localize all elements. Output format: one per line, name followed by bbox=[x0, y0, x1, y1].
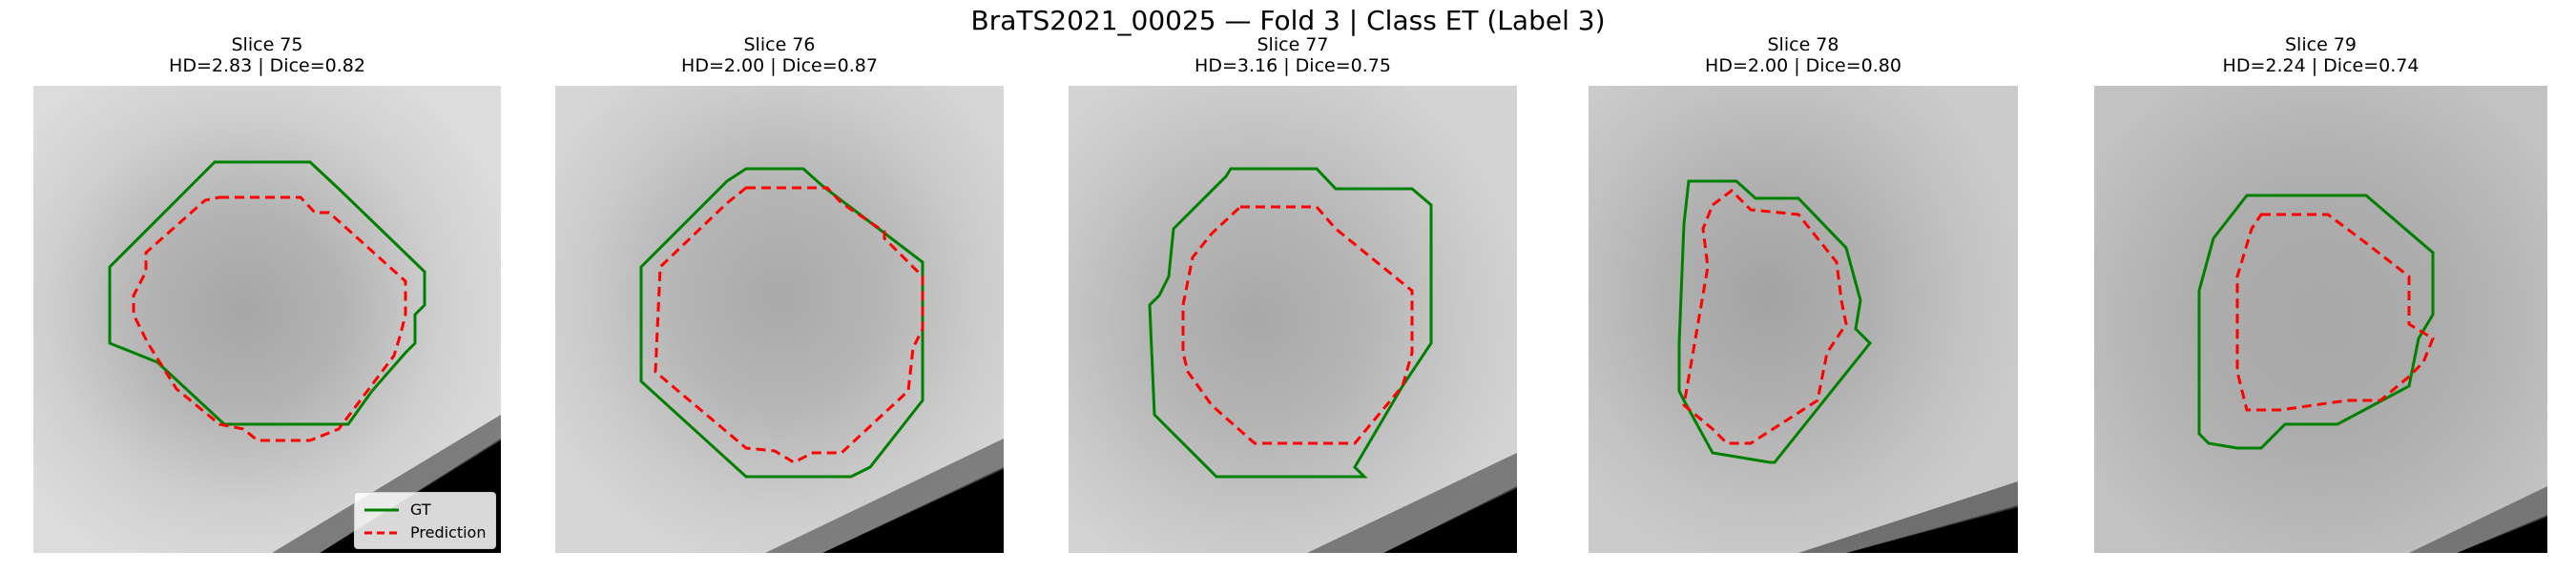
panel-title: Slice 77 bbox=[1257, 34, 1329, 55]
prediction-contour bbox=[2235, 213, 2435, 412]
prediction-contour bbox=[1181, 205, 1414, 445]
legend-prediction-label: Prediction bbox=[410, 523, 487, 541]
gt-contour bbox=[1148, 167, 1433, 479]
prediction-contour bbox=[132, 195, 407, 442]
dark-edge bbox=[2409, 486, 2547, 553]
gt-contour bbox=[1677, 179, 1873, 464]
gt-contour bbox=[639, 167, 924, 479]
panel-metrics: HD=2.00 | Dice=0.80 bbox=[1705, 55, 1901, 76]
figure-title: BraTS2021_00025 — Fold 3 | Class ET (Lab… bbox=[970, 5, 1606, 36]
panel-title: Slice 75 bbox=[231, 34, 303, 55]
dark-edge bbox=[272, 415, 501, 553]
prediction-contour bbox=[1682, 189, 1848, 445]
panel-metrics: HD=3.16 | Dice=0.75 bbox=[1195, 55, 1391, 76]
gt-contour bbox=[108, 160, 426, 426]
panel-title: Slice 79 bbox=[2285, 34, 2357, 55]
legend-gt-swatch bbox=[364, 508, 399, 512]
mri-background bbox=[2094, 86, 2547, 553]
panel-title: Slice 78 bbox=[1767, 34, 1839, 55]
mri-background bbox=[1069, 86, 1517, 553]
dark-edge bbox=[1798, 481, 2018, 553]
mri-slice-image bbox=[1589, 86, 2018, 553]
slice-panel-75: Slice 75 HD=2.83 | Dice=0.82 GT bbox=[33, 34, 501, 559]
legend: GT Prediction bbox=[354, 492, 497, 549]
legend-item-prediction: Prediction bbox=[363, 521, 486, 544]
dark-edge bbox=[1307, 453, 1517, 553]
mri-slice-image bbox=[555, 86, 1004, 553]
legend-item-gt: GT bbox=[363, 499, 486, 521]
dark-edge bbox=[765, 439, 1004, 553]
panel-title: Slice 76 bbox=[743, 34, 816, 55]
panel-metrics: HD=2.83 | Dice=0.82 bbox=[169, 55, 365, 76]
slice-panel-79: Slice 79 HD=2.24 | Dice=0.74 bbox=[2094, 34, 2547, 559]
mri-background bbox=[1589, 86, 2018, 553]
panel-metrics: HD=2.00 | Dice=0.87 bbox=[681, 55, 878, 76]
mri-slice-image bbox=[1069, 86, 1517, 553]
prediction-contour bbox=[654, 186, 924, 464]
mri-slice-image bbox=[33, 86, 501, 553]
gt-contour bbox=[2197, 194, 2435, 450]
slice-panel-77: Slice 77 HD=3.16 | Dice=0.75 bbox=[1069, 34, 1517, 559]
slice-panel-76: Slice 76 HD=2.00 | Dice=0.87 bbox=[555, 34, 1004, 559]
slice-panel-78: Slice 78 HD=2.00 | Dice=0.80 bbox=[1589, 34, 2018, 559]
legend-gt-label: GT bbox=[410, 500, 431, 519]
panel-metrics: HD=2.24 | Dice=0.74 bbox=[2222, 55, 2420, 76]
legend-prediction-swatch bbox=[364, 531, 399, 535]
mri-slice-image bbox=[2094, 86, 2547, 553]
